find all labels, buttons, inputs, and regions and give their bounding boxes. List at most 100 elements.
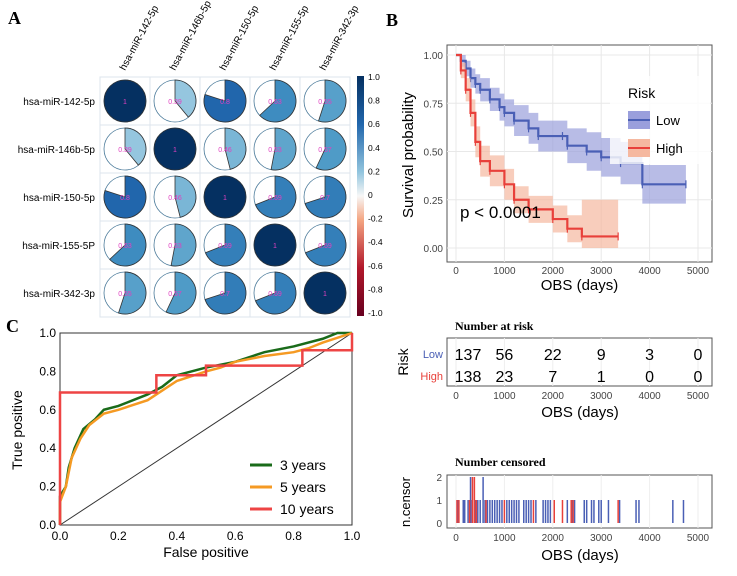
x-tick-label: 1000 — [493, 391, 516, 402]
pie-slice — [303, 271, 347, 315]
pie-slice — [174, 79, 197, 118]
risk-count: 0 — [694, 369, 703, 386]
confidence-band-low — [456, 55, 686, 204]
legend-label: 10 years — [280, 501, 334, 517]
pie-slice — [109, 223, 147, 267]
correlation-value: 0.63 — [268, 99, 282, 106]
x-tick-label: 0.2 — [110, 529, 127, 543]
pie-slice — [103, 175, 147, 219]
censor-plot: Number censored 0 1000 2000 3000 4000 5000 0 1 2 n… — [398, 455, 713, 564]
correlation-value: 1 — [173, 147, 177, 154]
risk-count: 3 — [645, 347, 654, 364]
risk-count: 7 — [548, 369, 557, 386]
risk-count: 56 — [496, 347, 514, 364]
correlation-value: 0.69 — [268, 291, 282, 298]
colorbar-tick: -1.0 — [368, 308, 383, 318]
x-axis-label: OBS (days) — [541, 277, 619, 294]
x-tick-label: 3000 — [590, 266, 613, 277]
colorbar-tick: -0.8 — [368, 284, 383, 294]
legend-label: Low — [656, 113, 680, 128]
correlation-value: 0.63 — [118, 243, 132, 250]
pie-slice — [254, 271, 297, 315]
x-tick-label: 4000 — [638, 266, 661, 277]
risk-count: 22 — [544, 347, 562, 364]
y-tick-label: 0.25 — [424, 196, 444, 207]
pie-slice — [203, 79, 247, 123]
x-tick-label: 0.6 — [227, 529, 244, 543]
correlation-value: 0.53 — [268, 147, 282, 154]
y-tick-label: 0.2 — [39, 480, 56, 494]
x-axis-label: OBS (days) — [541, 547, 619, 564]
panel-label-a: A — [8, 8, 21, 28]
x-tick-label: 1000 — [493, 266, 516, 277]
pie-slice — [170, 223, 197, 267]
legend-title: Risk — [628, 85, 656, 101]
pie-slice — [103, 79, 147, 123]
pie-slice — [204, 271, 247, 315]
colorbar-tick: -0.2 — [368, 214, 383, 224]
risk-count: 1 — [597, 369, 606, 386]
x-tick-label: 0.8 — [285, 529, 302, 543]
y-tick-label: 0.8 — [39, 364, 56, 378]
p-value: p < 0.0001 — [460, 203, 541, 222]
x-tick-label: 0 — [453, 391, 459, 402]
y-tick-label: 0.6 — [39, 403, 56, 417]
y-tick-label: 0.75 — [424, 99, 444, 110]
pie-slice — [253, 223, 297, 267]
row-label: High — [420, 371, 443, 383]
correlation-value: 0.7 — [220, 291, 230, 298]
correlation-value: 0.7 — [320, 195, 330, 202]
colorbar-tick: 0.2 — [368, 166, 380, 176]
correlation-value: 0.8 — [220, 99, 230, 106]
x-tick-label: 1.0 — [344, 529, 361, 543]
pie-slice — [203, 175, 247, 219]
correlation-value: 0.39 — [118, 147, 132, 154]
correlation-value: 0.39 — [168, 99, 182, 106]
row-label: hsa-miR-142-5p — [23, 97, 95, 108]
survival-curve-high — [456, 53, 619, 238]
column-label: hsa-miR-146b-5p — [168, 0, 214, 72]
column-label: hsa-miR-142-5p — [118, 4, 162, 73]
roc-curve — [58, 331, 353, 525]
pie-slice — [224, 127, 247, 170]
column-label: hsa-miR-155-5p — [268, 4, 312, 73]
risk-count: 23 — [496, 369, 514, 386]
roc-curve — [58, 333, 354, 525]
y-tick-label: 1.00 — [424, 51, 444, 62]
correlation-value: 0.69 — [318, 243, 332, 250]
x-tick-label: 2000 — [542, 391, 565, 402]
x-axis-label: False positive — [163, 544, 249, 560]
colorbar-tick: -0.4 — [368, 237, 383, 247]
pie-slice — [270, 127, 297, 171]
risk-count: 0 — [645, 369, 654, 386]
table-frame — [446, 337, 713, 387]
y-axis-label: Risk — [395, 347, 411, 375]
colorbar — [357, 76, 364, 316]
correlation-value: 0.55 — [118, 291, 132, 298]
pie-slice — [165, 271, 197, 315]
y-tick-label: 1.0 — [39, 326, 56, 340]
correlation-value: 0.69 — [218, 243, 232, 250]
x-tick-label: 1000 — [493, 533, 516, 544]
roc-plot: 0.0 0.2 0.4 0.6 0.8 1.0 0.0 0.2 0.4 0.6 0.8 1.0 Fals… — [9, 326, 361, 560]
x-tick-label: 3000 — [590, 533, 613, 544]
correlation-value: 0.8 — [120, 195, 130, 202]
risk-count: 137 — [455, 347, 482, 364]
correlation-value: 0.57 — [168, 291, 182, 298]
row-label: hsa-miR-146b-5p — [18, 145, 96, 156]
x-axis-label: OBS (days) — [541, 404, 619, 421]
y-tick-label: 0 — [436, 519, 442, 530]
legend — [610, 76, 710, 164]
x-tick-label: 0 — [453, 533, 459, 544]
colorbar-tick: 0.6 — [368, 119, 380, 129]
pie-slice — [318, 79, 347, 123]
y-axis-label: n.censor — [398, 476, 413, 527]
plot-title: Number censored — [455, 455, 546, 469]
y-axis-label: Survival probability — [400, 92, 417, 218]
colorbar-tick: 1.0 — [368, 72, 380, 82]
correlation-value: 0.53 — [168, 243, 182, 250]
pie-slice — [124, 127, 147, 166]
legend-label: High — [656, 141, 683, 156]
correlogram: hsa-miR-142-5phsa-miR-146b-5phsa-miR-150… — [18, 0, 383, 318]
pie-slice — [304, 175, 347, 219]
